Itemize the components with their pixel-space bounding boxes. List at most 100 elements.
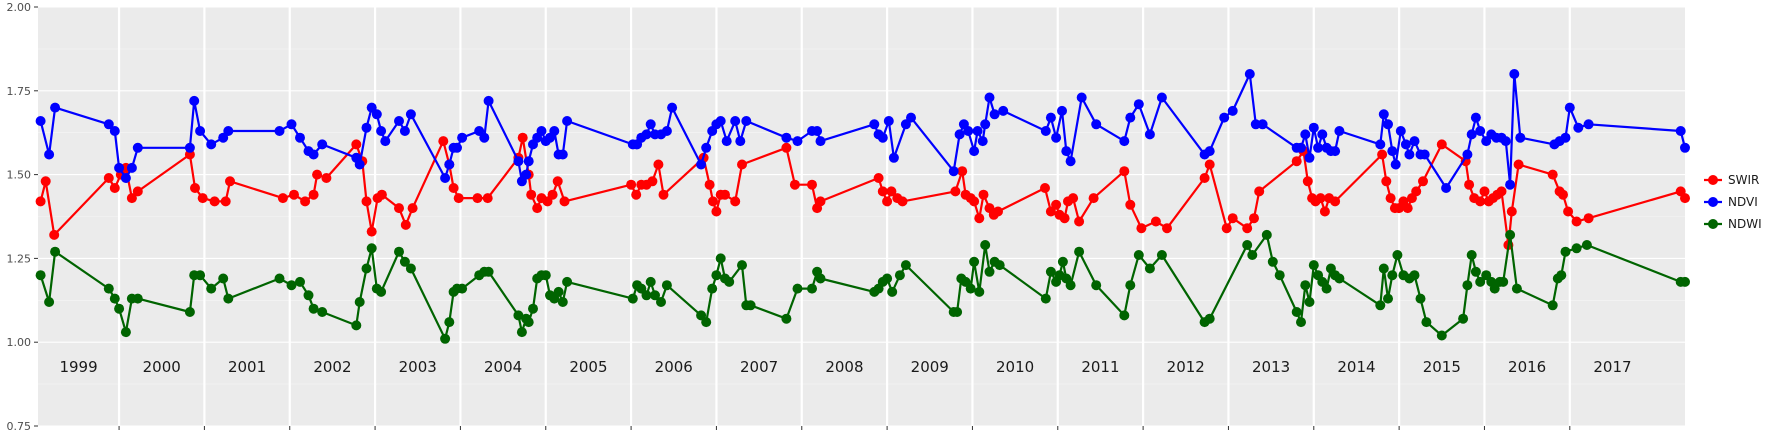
legend-item-ndwi: NDWI bbox=[1704, 217, 1762, 231]
data-point-ndvi bbox=[1395, 126, 1406, 136]
data-point-swir bbox=[1227, 213, 1238, 224]
data-point-ndvi bbox=[132, 142, 143, 153]
data-point-swir bbox=[647, 176, 658, 187]
data-point-ndvi bbox=[295, 132, 305, 143]
data-point-ndwi bbox=[1392, 250, 1403, 260]
data-point-ndwi bbox=[1291, 307, 1302, 317]
data-point-ndwi bbox=[641, 290, 652, 301]
data-point-ndvi bbox=[1583, 119, 1594, 130]
data-point-swir bbox=[482, 193, 493, 204]
data-point-ndvi bbox=[1257, 119, 1268, 130]
data-point-ndvi bbox=[444, 159, 455, 170]
year-label: 2016 bbox=[1508, 358, 1546, 376]
data-point-swir bbox=[969, 196, 980, 207]
data-point-swir bbox=[631, 189, 642, 200]
data-point-swir bbox=[1563, 206, 1574, 217]
data-point-swir bbox=[361, 196, 372, 207]
year-label: 2006 bbox=[655, 358, 693, 376]
data-point-swir bbox=[993, 206, 1003, 217]
data-point-swir bbox=[132, 186, 143, 197]
data-point-ndvi bbox=[1475, 126, 1486, 136]
data-point-ndvi bbox=[998, 105, 1009, 116]
data-point-ndwi bbox=[1057, 256, 1068, 267]
data-point-ndwi bbox=[650, 290, 660, 301]
data-point-ndvi bbox=[869, 119, 880, 130]
data-point-swir bbox=[376, 189, 387, 200]
data-point-swir bbox=[730, 196, 741, 207]
data-point-swir bbox=[1558, 189, 1568, 200]
data-point-swir bbox=[209, 196, 220, 207]
data-point-swir bbox=[351, 139, 362, 150]
data-point-ndwi bbox=[1125, 280, 1136, 291]
data-point-ndvi bbox=[721, 136, 732, 147]
data-point-ndwi bbox=[132, 293, 143, 304]
data-point-ndvi bbox=[521, 169, 532, 180]
data-point-ndvi bbox=[883, 116, 894, 126]
data-point-swir bbox=[974, 213, 985, 224]
data-point-swir bbox=[532, 203, 543, 214]
data-point-swir bbox=[1162, 223, 1172, 234]
data-point-swir bbox=[308, 189, 319, 200]
data-point-ndwi bbox=[553, 286, 564, 297]
data-point-ndvi bbox=[1505, 179, 1516, 190]
data-point-ndwi bbox=[483, 266, 494, 277]
data-point-swir bbox=[35, 196, 46, 207]
data-point-ndwi bbox=[815, 273, 826, 284]
data-point-ndwi bbox=[952, 307, 963, 317]
year-label: 1999 bbox=[59, 358, 97, 376]
data-point-ndvi bbox=[1500, 136, 1511, 147]
data-point-ndvi bbox=[286, 119, 297, 130]
data-point-ndvi bbox=[44, 149, 55, 160]
legend-key-point bbox=[1708, 197, 1718, 207]
data-point-ndvi bbox=[114, 162, 125, 173]
data-point-ndvi bbox=[1300, 129, 1311, 140]
data-point-ndvi bbox=[701, 142, 712, 153]
data-point-swir bbox=[1583, 213, 1594, 224]
data-point-ndwi bbox=[1387, 270, 1398, 281]
data-point-ndvi bbox=[440, 173, 451, 183]
data-point-ndvi bbox=[812, 126, 823, 136]
data-point-ndwi bbox=[1040, 293, 1051, 304]
data-point-ndvi bbox=[380, 136, 391, 147]
data-point-swir bbox=[708, 196, 718, 207]
data-point-ndwi bbox=[523, 317, 534, 328]
data-point-ndwi bbox=[1133, 250, 1144, 260]
data-point-ndwi bbox=[184, 307, 195, 317]
data-point-ndvi bbox=[1680, 142, 1690, 153]
data-point-swir bbox=[1068, 193, 1079, 204]
data-point-swir bbox=[1464, 179, 1475, 190]
data-point-swir bbox=[1513, 159, 1524, 170]
data-point-ndwi bbox=[724, 276, 735, 287]
data-point-ndwi bbox=[900, 260, 911, 271]
data-point-ndvi bbox=[948, 166, 959, 177]
data-point-ndvi bbox=[1296, 142, 1306, 153]
data-point-ndwi bbox=[707, 283, 718, 294]
data-point-ndwi bbox=[1383, 293, 1393, 304]
data-point-ndvi bbox=[1462, 149, 1473, 160]
data-point-ndvi bbox=[1675, 126, 1686, 136]
x-axis-ticks bbox=[118, 426, 1571, 430]
data-point-ndwi bbox=[1267, 256, 1278, 267]
data-point-ndvi bbox=[735, 136, 746, 147]
data-point-ndvi bbox=[536, 126, 547, 136]
data-point-swir bbox=[877, 186, 888, 197]
data-point-ndvi bbox=[1119, 136, 1130, 147]
y-tick-label: 0.75 bbox=[7, 420, 32, 433]
data-point-ndvi bbox=[223, 126, 234, 136]
data-point-ndvi bbox=[1390, 159, 1401, 170]
data-point-ndvi bbox=[1387, 146, 1398, 157]
data-point-swir bbox=[1385, 193, 1396, 204]
data-point-ndwi bbox=[1581, 240, 1592, 250]
data-point-ndvi bbox=[715, 116, 726, 126]
data-point-ndwi bbox=[394, 246, 404, 257]
data-point-ndwi bbox=[715, 253, 726, 264]
data-point-ndvi bbox=[1125, 112, 1136, 123]
year-label: 2005 bbox=[569, 358, 607, 376]
data-point-ndvi bbox=[989, 109, 1000, 120]
year-label: 2017 bbox=[1593, 358, 1631, 376]
data-point-swir bbox=[1319, 206, 1330, 217]
data-point-ndwi bbox=[1334, 273, 1345, 284]
year-label: 2011 bbox=[1081, 358, 1119, 376]
data-point-swir bbox=[737, 159, 747, 170]
data-point-swir bbox=[1051, 199, 1062, 210]
